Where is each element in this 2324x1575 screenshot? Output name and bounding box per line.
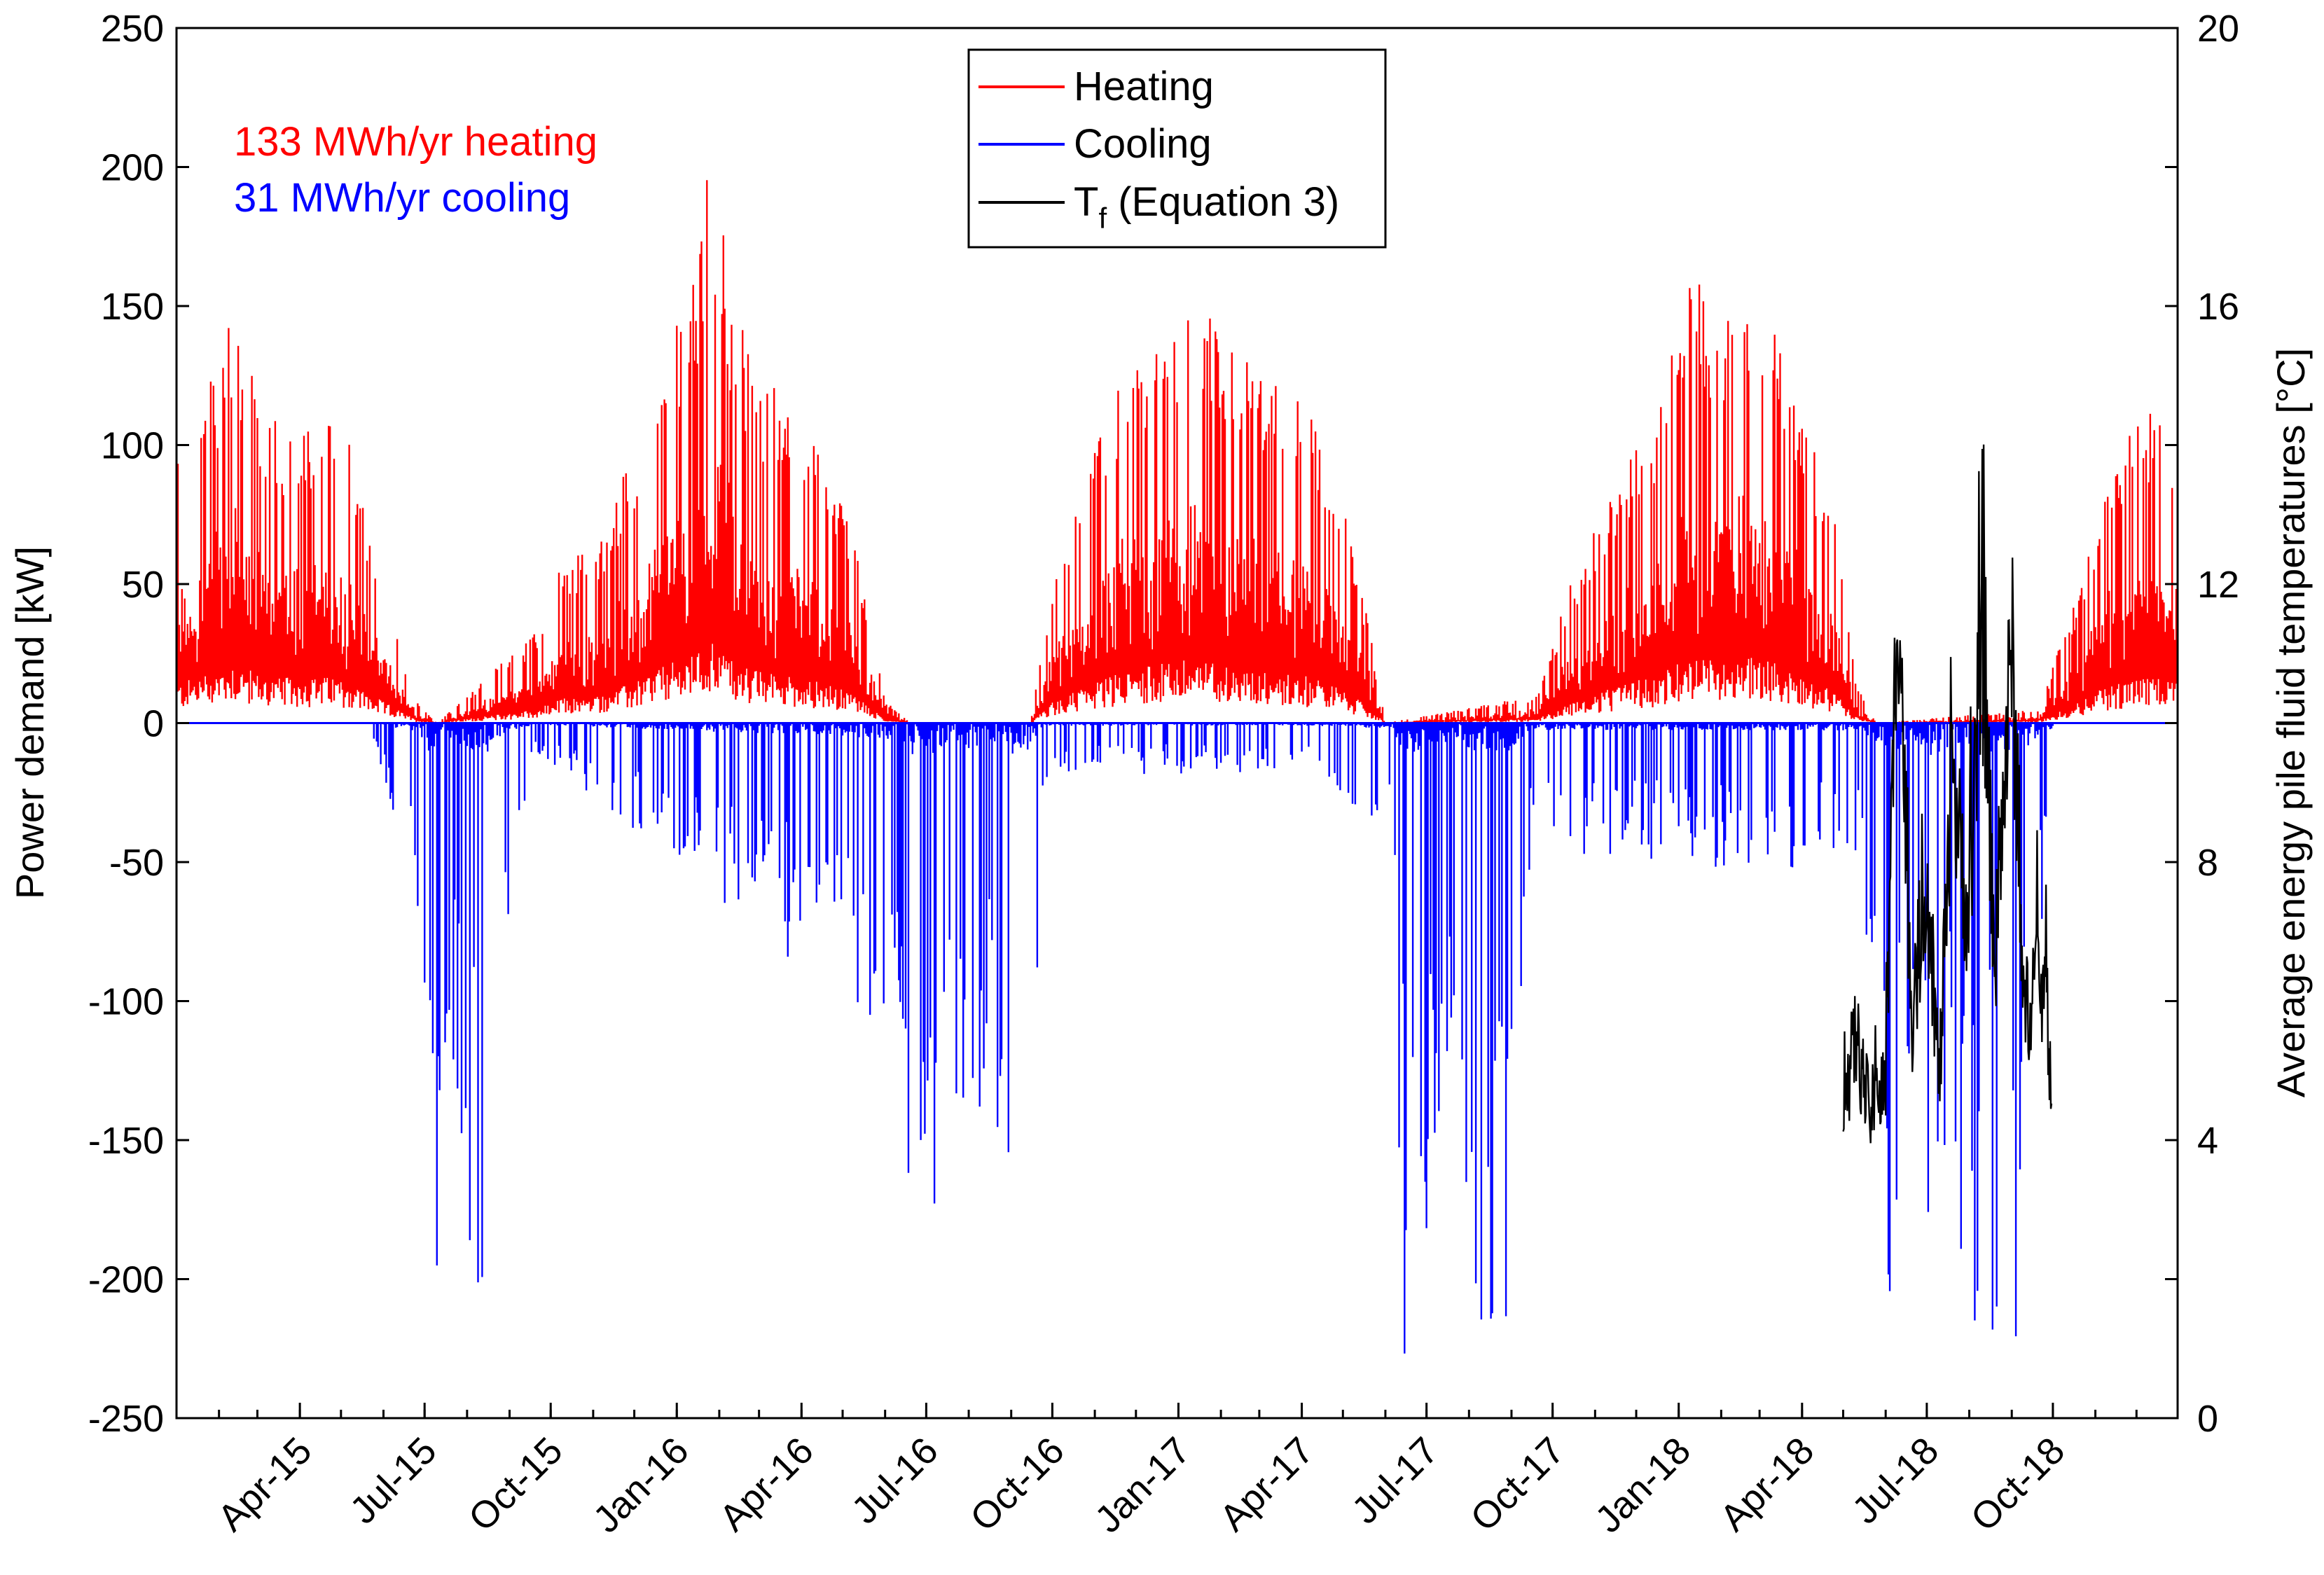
annotation-cooling: 31 MWh/yr cooling (234, 175, 570, 221)
y2-tick-label-5: 20 (2197, 8, 2239, 50)
legend-label-tf-suffix: (Equation 3) (1107, 179, 1339, 225)
y-tick-label-9: 200 (101, 147, 164, 189)
y-tick-label-0: -250 (88, 1398, 164, 1440)
x-tick-label-10: Oct-17 (1462, 1429, 1572, 1539)
y-tick-label-1: -200 (88, 1259, 164, 1301)
y2-axis-label: Average energy pile fluid temperatures [… (2269, 348, 2313, 1097)
y-tick-label-5: 0 (143, 703, 164, 745)
x-tick-label-5: Jul-16 (843, 1429, 946, 1532)
x-tick-label-13: Jul-18 (1844, 1429, 1946, 1532)
y2-tick-label-2: 8 (2197, 842, 2218, 884)
series-tf (1842, 444, 2053, 1144)
y-tick-label-7: 100 (101, 425, 164, 467)
x-tick-label-4: Apr-16 (712, 1429, 822, 1539)
x-tick-label-1: Jul-15 (342, 1429, 444, 1532)
legend-label-tf-main: T (1074, 179, 1098, 225)
y2-tick-label-3: 12 (2197, 564, 2239, 606)
legend-label-tf-subscript: f (1098, 202, 1107, 235)
y2-tick-label-0: 0 (2197, 1398, 2218, 1440)
y2-tick-label-4: 16 (2197, 286, 2239, 328)
legend-label-tf: Tf (Equation 3) (1074, 179, 1339, 235)
x-tick-label-2: Oct-15 (461, 1429, 571, 1539)
x-tick-label-8: Apr-17 (1212, 1429, 1322, 1539)
y-tick-label-4: -50 (109, 842, 164, 884)
x-tick-label-9: Jul-17 (1344, 1429, 1446, 1532)
x-tick-label-0: Apr-15 (210, 1429, 320, 1539)
x-tick-label-14: Oct-18 (1963, 1429, 2073, 1539)
x-tick-label-11: Jan-18 (1587, 1429, 1699, 1541)
y-tick-label-3: -100 (88, 981, 164, 1023)
legend: Heating Cooling Tf (Equation 3) (967, 48, 1387, 249)
legend-label-heating: Heating (1074, 64, 1214, 109)
x-tick-label-12: Apr-18 (1712, 1429, 1822, 1539)
y-axis-label: Power demand [kW] (8, 546, 52, 899)
x-tick-label-3: Jan-16 (586, 1429, 697, 1541)
series-layer (175, 180, 2179, 1354)
x-tick-label-6: Oct-16 (962, 1429, 1072, 1539)
x-tick-label-7: Jan-17 (1087, 1429, 1198, 1541)
legend-box (967, 48, 1387, 249)
annotation-heating: 133 MWh/yr heating (234, 119, 597, 165)
y-tick-label-8: 150 (101, 286, 164, 328)
y-tick-label-2: -150 (88, 1120, 164, 1162)
y-tick-label-10: 250 (101, 8, 164, 50)
y-tick-label-6: 50 (122, 564, 164, 606)
legend-label-cooling: Cooling (1074, 121, 1212, 167)
y2-tick-label-1: 4 (2197, 1120, 2218, 1162)
